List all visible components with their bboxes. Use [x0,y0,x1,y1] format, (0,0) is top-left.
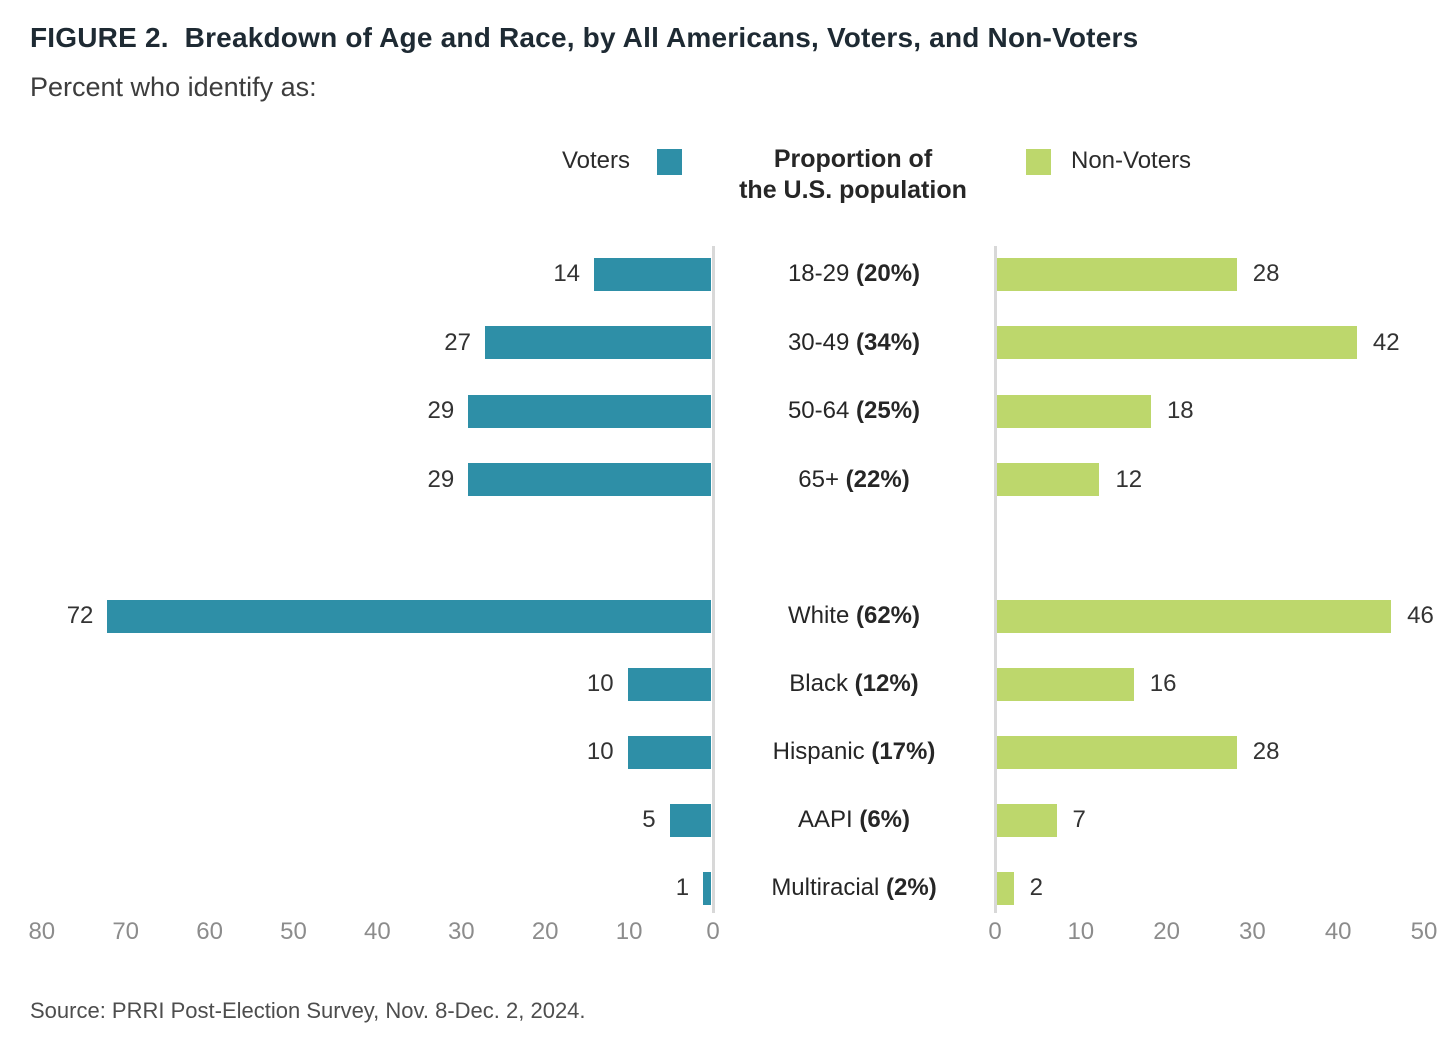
left-zero-axis-line [711,246,715,913]
non-voters-bar-value: 28 [1252,738,1280,765]
non-voters-bar [996,735,1237,769]
left-axis-tick-label: 80 [28,918,56,945]
figure-subtitle: Percent who identify as: [30,72,317,102]
voters-bar [594,257,712,291]
category-label: White (62%) [718,601,990,631]
category-population-share: (17%) [871,738,936,765]
non-voters-bar-value: 16 [1149,670,1177,697]
non-voters-bar-value: 18 [1166,397,1194,424]
voters-bar-value: 29 [427,465,455,493]
category-population-share: (2%) [886,874,937,901]
category-population-share: (12%) [854,670,919,697]
non-voters-bar-value: 12 [1115,465,1143,493]
right-zero-axis-line [993,246,997,913]
right-axis-tick-label: 10 [1067,918,1095,945]
non-voters-bar-value: 28 [1252,260,1280,287]
legend-non-voters-label: Non-Voters [1071,147,1192,174]
category-label: 65+ (22%) [718,465,990,495]
voters-bar-value: 29 [427,397,455,424]
voters-bar [107,599,712,633]
voters-bar [627,735,712,769]
category-label: AAPI (6%) [718,805,990,835]
category-name: AAPI [797,806,860,833]
right-axis-tick-label: 0 [988,918,1002,945]
voters-bar-value: 10 [586,738,614,765]
left-axis-tick-label: 40 [364,918,391,945]
right-axis-tick-label: 30 [1239,918,1266,945]
non-voters-bar-value: 7 [1072,806,1086,833]
left-axis-tick-label: 30 [447,918,475,945]
category-name: 30-49 [787,328,857,356]
non-voters-bar [996,394,1151,428]
voters-bar [468,394,712,428]
non-voters-bar [996,463,1100,496]
voters-bar [627,667,712,701]
left-axis-tick-label: 60 [196,918,223,945]
right-axis-tick-label: 50 [1410,918,1438,945]
category-label: Black (12%) [718,669,990,699]
voters-bar [484,326,712,359]
category-label: Hispanic (17%) [718,737,990,767]
category-name: 50-64 [787,397,857,424]
category-population-share: (20%) [856,260,921,287]
legend-voters-label: Voters [561,147,630,174]
right-axis-tick-label: 20 [1153,918,1180,945]
category-label: Multiracial (2%) [718,873,990,903]
legend-center-line2: the U.S. population [739,176,967,204]
non-voters-bar [996,667,1134,701]
left-axis-tick-label: 0 [706,918,720,945]
category-name: Black [789,670,855,697]
voters-bar-value: 10 [586,670,614,697]
voters-bar-value: 27 [444,328,471,356]
non-voters-bar [996,871,1014,905]
voters-bar [703,871,712,905]
non-voters-bar [996,326,1357,359]
voters-bar-value: 14 [553,260,581,287]
category-population-share: (34%) [856,328,921,356]
left-axis-tick-label: 50 [280,918,307,945]
category-population-share: (22%) [845,465,910,493]
category-name: Hispanic [772,738,872,765]
figure-title: FIGURE 2. Breakdown of Age and Race, by … [30,22,1139,53]
non-voters-bar [996,803,1057,837]
category-name: Multiracial [771,874,887,901]
category-name: White [787,602,856,629]
left-axis-tick-label: 10 [615,918,643,945]
voters-bar-value: 72 [66,602,94,629]
category-name: 65+ [798,465,846,493]
left-axis-tick-label: 70 [112,918,140,945]
non-voters-bar-value: 2 [1029,874,1044,901]
legend-center-label: Proportion of the U.S. population [703,144,1003,206]
voters-legend-swatch [657,149,682,175]
category-name: 18-29 [787,260,857,287]
right-axis-tick-label: 40 [1324,918,1352,945]
voters-bar [468,463,712,496]
non-voters-bar-value: 42 [1372,328,1400,356]
voters-bar-value: 1 [675,874,690,901]
legend-center-line1: Proportion of [773,145,933,173]
voters-bar-value: 5 [642,806,656,833]
left-axis-tick-label: 20 [531,918,559,945]
non-voters-bar-value: 46 [1407,602,1434,629]
non-voters-legend-swatch [1026,149,1051,175]
category-population-share: (25%) [856,397,921,424]
non-voters-bar [996,599,1392,633]
category-label: 18-29 (20%) [718,259,990,289]
source-note: Source: PRRI Post-Election Survey, Nov. … [30,998,586,1023]
voters-bar [669,803,712,837]
non-voters-bar [996,257,1237,291]
category-population-share: (62%) [855,602,921,629]
category-population-share: (6%) [859,806,911,833]
category-label: 50-64 (25%) [718,396,990,426]
category-label: 30-49 (34%) [718,328,990,358]
